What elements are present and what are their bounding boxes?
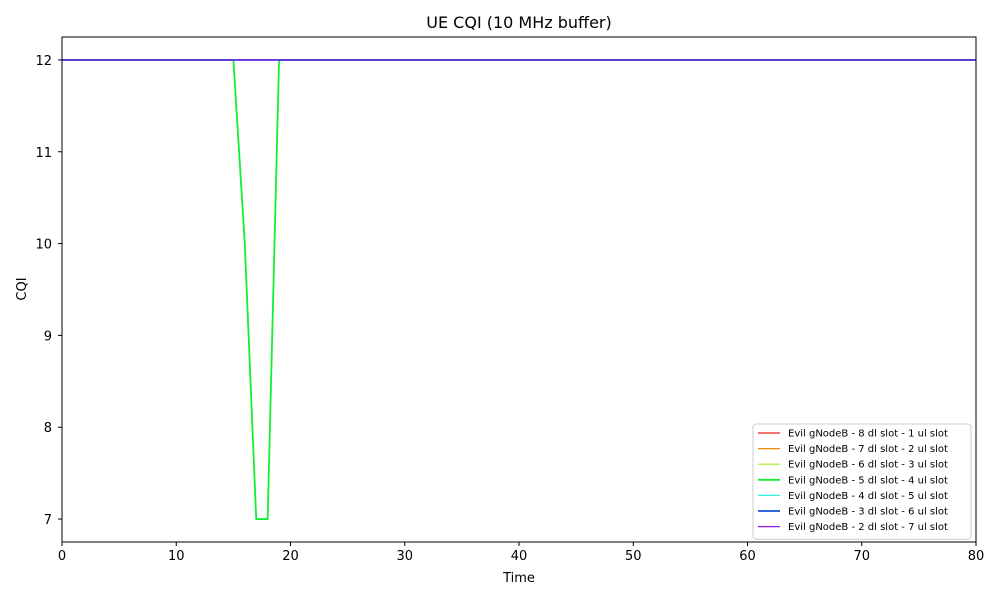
legend-label: Evil gNodeB - 6 dl slot - 3 ul slot — [788, 460, 948, 471]
legend-label: Evil gNodeB - 5 dl slot - 4 ul slot — [788, 475, 948, 486]
x-tick-label: 20 — [282, 549, 299, 564]
y-tick-label: 7 — [44, 513, 52, 528]
legend-label: Evil gNodeB - 7 dl slot - 2 ul slot — [788, 444, 948, 455]
legend-label: Evil gNodeB - 3 dl slot - 6 ul slot — [788, 507, 948, 518]
x-tick-label: 40 — [511, 549, 528, 564]
y-tick-label: 10 — [35, 238, 52, 253]
legend-box — [752, 423, 972, 540]
x-tick-label: 30 — [396, 549, 413, 564]
x-tick-label: 70 — [853, 549, 870, 564]
y-tick-label: 12 — [35, 54, 52, 69]
x-axis-label: Time — [502, 571, 535, 586]
x-tick-label: 10 — [168, 549, 185, 564]
y-tick-label: 11 — [35, 146, 52, 161]
legend: Evil gNodeB - 8 dl slot - 1 ul slot Evil … — [752, 423, 972, 540]
legend-label: Evil gNodeB - 8 dl slot - 1 ul slot — [788, 429, 948, 440]
chart-title: UE CQI (10 MHz buffer) — [426, 13, 611, 32]
y-axis-label: CQI — [15, 277, 30, 300]
legend-label: Evil gNodeB - 4 dl slot - 5 ul slot — [788, 491, 948, 502]
x-tick-label: 50 — [625, 549, 642, 564]
y-tick-label: 9 — [44, 329, 52, 344]
series-layer — [62, 59, 976, 520]
x-tick-label: 60 — [739, 549, 756, 564]
x-tick-label: 0 — [58, 549, 66, 564]
x-axis: 0 10 20 30 40 50 60 70 80 — [58, 542, 984, 564]
legend-label: Evil gNodeB - 2 dl slot - 7 ul slot — [788, 522, 948, 533]
x-tick-label: 80 — [968, 549, 985, 564]
y-tick-label: 8 — [44, 421, 52, 436]
y-axis: 7 8 9 10 11 12 — [35, 54, 62, 528]
